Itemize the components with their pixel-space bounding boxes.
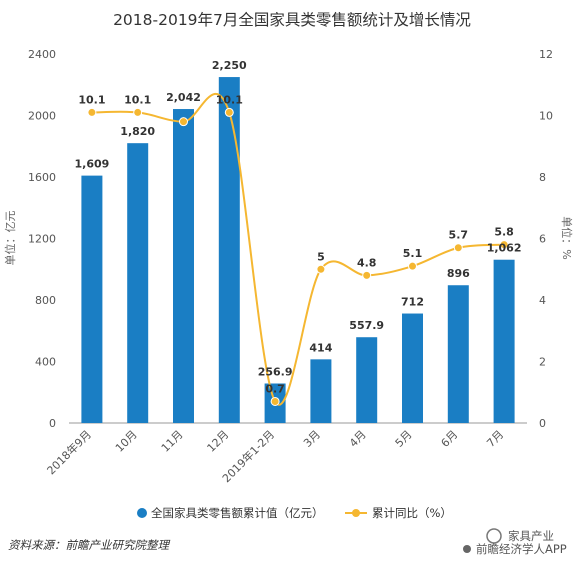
legend-bar-marker xyxy=(137,508,147,518)
bar xyxy=(493,259,515,423)
line-value-label: 5 xyxy=(317,250,325,263)
legend-line-dot xyxy=(352,509,360,517)
bar-value-label: 1,609 xyxy=(75,158,110,171)
x-tick-label: 4月 xyxy=(347,428,369,450)
bar xyxy=(81,175,103,423)
bar-value-label: 557.9 xyxy=(349,319,384,332)
left-tick-label: 2400 xyxy=(28,48,56,61)
x-tick-label: 6月 xyxy=(439,428,461,450)
bar xyxy=(127,143,149,424)
line-value-label: 10.1 xyxy=(216,93,243,106)
right-y-axis: 0 2 4 6 8 10 12 xyxy=(539,48,553,430)
x-tick-label: 7月 xyxy=(484,428,506,450)
line-point xyxy=(224,107,234,117)
right-tick-label: 6 xyxy=(539,233,546,246)
legend-line-label: 累计同比（%） xyxy=(372,506,452,520)
left-tick-label: 800 xyxy=(35,294,56,307)
brand-logo-icon xyxy=(486,528,502,544)
bar-value-label: 712 xyxy=(401,296,424,309)
left-y-axis: 0 400 800 1200 1600 2000 2400 xyxy=(28,48,56,430)
growth-line xyxy=(91,93,505,406)
brand-bottom-text: 前瞻经济学人APP xyxy=(476,542,567,556)
right-tick-label: 2 xyxy=(539,356,546,369)
line-point xyxy=(453,243,463,253)
legend: 全国家具类零售额累计值（亿元） 累计同比（%） xyxy=(137,506,452,520)
x-tick-label: 2018年9月 xyxy=(44,427,94,477)
bar-value-label: 1,062 xyxy=(487,242,522,255)
brand-mark: 家具产业 前瞻经济学人APP xyxy=(463,528,567,556)
x-tick-label: 3月 xyxy=(301,428,323,450)
bar xyxy=(402,313,423,423)
left-tick-label: 2000 xyxy=(28,110,56,123)
line-labels: 10.1 10.1 10.1 0.7 5 4.8 5.1 5.7 5.8 xyxy=(78,93,514,395)
line-point xyxy=(316,264,326,274)
x-tick-label: 10月 xyxy=(113,428,140,455)
bar xyxy=(356,337,378,423)
bar-value-label: 256.9 xyxy=(258,366,293,379)
line-value-label: 10.1 xyxy=(78,93,105,106)
bar xyxy=(218,77,240,423)
bar-value-label: 414 xyxy=(309,341,332,354)
brand-app-icon xyxy=(463,545,471,553)
bar xyxy=(173,109,194,423)
right-tick-label: 10 xyxy=(539,110,553,123)
right-tick-label: 8 xyxy=(539,171,546,184)
line-value-label: 5.1 xyxy=(403,247,423,260)
left-tick-label: 1200 xyxy=(28,233,56,246)
line-point xyxy=(270,396,280,406)
x-tick-label: 12月 xyxy=(205,428,232,455)
chart-title: 2018-2019年7月全国家具类零售额统计及增长情况 xyxy=(113,11,471,29)
bar-series xyxy=(81,77,515,424)
line-point xyxy=(499,240,509,250)
right-axis-label: 单位：% xyxy=(560,216,574,259)
source-note: 资料来源：前瞻产业研究院整理 xyxy=(8,538,170,552)
line-series xyxy=(87,93,509,406)
brand-top-text: 家具产业 xyxy=(508,529,554,543)
line-value-label: 4.8 xyxy=(357,256,377,269)
line-point xyxy=(179,117,188,127)
legend-bar-label: 全国家具类零售额累计值（亿元） xyxy=(151,506,324,520)
line-value-label: 10.1 xyxy=(124,93,151,106)
bar xyxy=(447,285,469,423)
bar-value-label: 1,820 xyxy=(120,125,155,138)
bar-value-label: 896 xyxy=(447,267,470,280)
right-tick-label: 0 xyxy=(539,417,546,430)
line-point xyxy=(408,261,417,271)
left-tick-label: 1600 xyxy=(28,171,56,184)
line-value-label: 5.8 xyxy=(494,226,514,239)
left-axis-label: 单位：亿元 xyxy=(3,211,17,266)
line-point xyxy=(133,107,143,117)
left-tick-label: 400 xyxy=(35,356,56,369)
bar xyxy=(310,359,332,423)
bar-value-label: 2,250 xyxy=(212,59,247,72)
line-point xyxy=(87,107,97,117)
x-tick-label: 11月 xyxy=(159,428,186,455)
line-value-label: 0.7 xyxy=(265,382,285,395)
bar-value-label: 2,042 xyxy=(166,91,201,104)
x-tick-label: 5月 xyxy=(393,428,415,450)
bar-labels: 1,609 1,820 2,042 2,250 256.9 414 557.9 712 896 1… xyxy=(75,59,522,378)
left-tick-label: 0 xyxy=(49,417,56,430)
line-point xyxy=(362,270,372,280)
right-tick-label: 12 xyxy=(539,48,553,61)
right-tick-label: 4 xyxy=(539,294,546,307)
line-value-label: 5.7 xyxy=(449,229,469,242)
